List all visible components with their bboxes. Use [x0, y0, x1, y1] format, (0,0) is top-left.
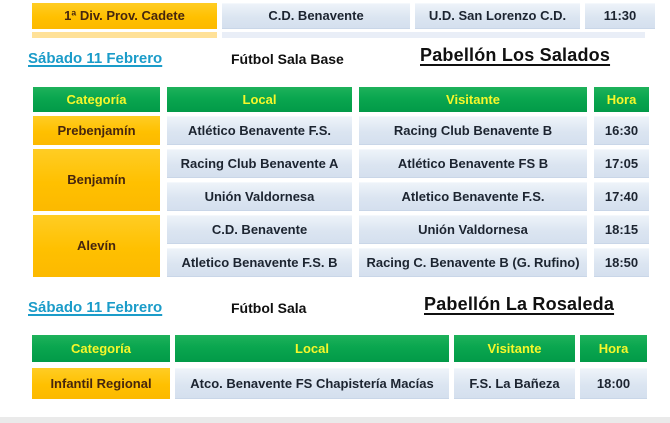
column-header-visitante: Visitante — [454, 335, 575, 362]
visitante-cell: Racing C. Benavente B (G. Rufino) — [359, 248, 587, 277]
hora-cell: 18:50 — [594, 248, 649, 277]
column-header-local: Local — [167, 87, 352, 112]
section1-competition: Fútbol Sala Base — [231, 51, 344, 67]
top-hora-cell: 11:30 — [585, 3, 655, 29]
top-table-bottom-edge — [32, 32, 645, 38]
bottom-edge-band — [0, 417, 670, 423]
column-header-visitante: Visitante — [359, 87, 587, 112]
category-cell: Alevín — [33, 215, 160, 277]
section2-venue: Pabellón La Rosaleda — [424, 294, 615, 314]
visitante-cell: Racing Club Benavente B — [359, 116, 587, 145]
top-visitante-cell: U.D. San Lorenzo C.D. — [415, 3, 580, 29]
table-edge-blue — [222, 32, 645, 38]
column-header-hora: Hora — [594, 87, 649, 112]
futbol-sala-base-table: Categoría Local Visitante Hora Prebenjam… — [33, 87, 649, 277]
visitante-cell: Atlético Benavente FS B — [359, 149, 587, 178]
visitante-cell: Atletico Benavente F.S. — [359, 182, 587, 211]
top-local-cell: C.D. Benavente — [222, 3, 410, 29]
hora-cell: 18:00 — [580, 368, 647, 399]
hora-cell: 18:15 — [594, 215, 649, 244]
section1-date: Sábado 11 Febrero — [28, 50, 163, 67]
top-table-row: 1ª Div. Prov. Cadete C.D. Benavente U.D.… — [32, 3, 655, 29]
column-header-local: Local — [175, 335, 449, 362]
column-header-categoria: Categoría — [33, 87, 160, 112]
category-cell: Benjamín — [33, 149, 160, 211]
column-header-categoria: Categoría — [32, 335, 170, 362]
local-cell: C.D. Benavente — [167, 215, 352, 244]
column-header-hora: Hora — [580, 335, 647, 362]
visitante-cell: Unión Valdornesa — [359, 215, 587, 244]
section2-date: Sábado 11 Febrero — [28, 299, 163, 316]
hora-cell: 17:40 — [594, 182, 649, 211]
hora-cell: 16:30 — [594, 116, 649, 145]
category-cell: Infantil Regional — [32, 368, 170, 399]
local-cell: Atlético Benavente F.S. — [167, 116, 352, 145]
table-edge-yellow — [32, 32, 217, 38]
local-cell: Unión Valdornesa — [167, 182, 352, 211]
top-category-cell: 1ª Div. Prov. Cadete — [32, 3, 217, 29]
local-cell: Atco. Benavente FS Chapistería Macías — [175, 368, 449, 399]
section1-venue: Pabellón Los Salados — [420, 45, 611, 65]
hora-cell: 17:05 — [594, 149, 649, 178]
visitante-cell: F.S. La Bañeza — [454, 368, 575, 399]
local-cell: Racing Club Benavente A — [167, 149, 352, 178]
category-cell: Prebenjamín — [33, 116, 160, 145]
section2-competition: Fútbol Sala — [231, 300, 307, 316]
futbol-sala-table: Categoría Local Visitante Hora Infantil … — [32, 335, 647, 399]
local-cell: Atletico Benavente F.S. B — [167, 248, 352, 277]
